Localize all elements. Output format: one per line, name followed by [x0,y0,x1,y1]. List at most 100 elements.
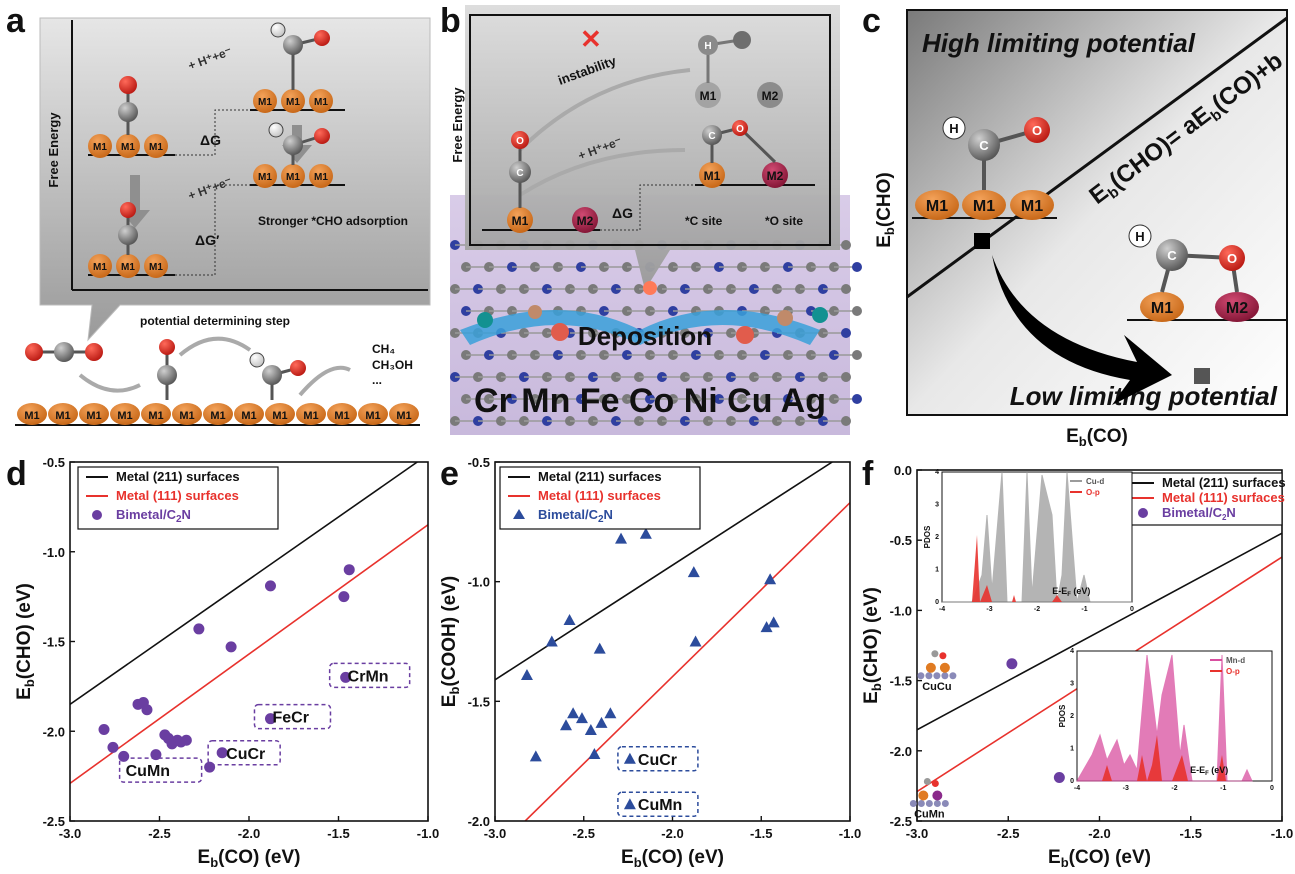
y-tick-label: -0.5 [468,455,490,470]
m1-atom [203,403,233,425]
m1-atom-label: M1 [258,172,272,183]
panel-b-deposition: Deposition [578,321,712,351]
atom-label: O [1227,251,1237,266]
panel-c-molecule-left [912,116,1057,220]
panel-a-note: Stronger *CHO adsorption [258,214,408,228]
lattice-atom [852,350,862,360]
legend-box [77,466,279,530]
lattice-atom [841,240,851,250]
panel-c-ylabel: Eb(CHO) [874,172,897,248]
m1-atom-label: M1 [121,142,135,153]
panel-a-product-1: CH₄ [372,342,395,356]
substrate-atom [925,672,933,680]
lattice-atom [841,328,851,338]
y-tick-label: 0.0 [894,463,912,478]
lattice-atom [841,372,851,382]
m1-atom [327,403,357,425]
panel-b-molecules [507,31,788,233]
series-line-2 [70,524,428,784]
panel-b-dG: ΔG [612,205,633,221]
y-tick-label: -2.5 [890,814,912,829]
panel-b-x-icon: ✕ [580,24,602,54]
inset-x-tick: -1 [1220,785,1226,792]
x-tick-label: -2.5 [997,826,1019,841]
data-point [593,642,606,654]
panel-label-f: f [862,455,874,493]
m1-atom-label: M1 [241,410,256,422]
legend-marker [1138,508,1148,518]
m1-atom-label: M1 [149,262,163,273]
data-point [343,564,355,576]
m1-atom-label: M1 [149,142,163,153]
x-axis-label: Eb(CO) (eV) [1048,847,1151,870]
x-tick-label: -1.0 [1271,826,1293,841]
x-tick-label: -2.0 [661,826,683,841]
data-point [567,707,580,719]
panel-b-metals: Cr Mn Fe Co Ni Cu Ag [474,382,826,420]
y-tick-label: -1.0 [890,603,912,618]
data-point [264,580,276,592]
inset-x-tick: 0 [1270,785,1274,792]
legend-marker [513,509,525,519]
inset-x-tick: 0 [1130,606,1134,613]
inset-x-tick: -2 [1171,785,1177,792]
data-point [225,641,237,653]
legend-label: Bimetal/C2N [1162,505,1236,522]
atom-label: C [979,138,989,153]
x-tick-label: -3.0 [484,826,506,841]
data-point [264,713,276,725]
atom-label: O [736,124,744,135]
data-point [560,719,572,731]
annotation-box [617,791,699,817]
inset-d-band [1076,654,1253,782]
data-point [107,741,119,753]
panel-label-b: b [440,2,461,40]
m1-atom [172,403,202,425]
inset-x-tick: -4 [939,606,945,613]
substrate-atom [941,672,949,680]
data-point [639,527,652,539]
m1-atom-label: M1 [286,172,300,183]
structure-label: CuMn [914,808,945,820]
inset-y-tick: 0 [1070,778,1074,785]
inset-y-tick: 1 [935,567,939,574]
m1-atom-label: M1 [314,172,328,183]
legend-label: Bimetal/C2N [116,507,191,525]
inset-y-tick: 1 [1070,746,1074,753]
chart-d: -3.0 -2.5 -2.0 -1.5 -1.0-0.5-1.0-1.5-2.0-2.5… [14,455,439,870]
m1-atom-label: M1 [148,410,163,422]
data-point [623,752,636,764]
data-point [204,761,216,773]
m1-atom-label: M1 [396,410,411,422]
data-point [141,704,153,716]
substrate-atom [925,799,933,807]
substrate-atom [909,799,917,807]
panel-c-high: High limiting potential [922,28,1196,58]
panel-c-xlabel: Eb(CO) [1066,426,1128,449]
x-tick-label: -2.0 [1088,826,1110,841]
inset-y-tick: 3 [1070,681,1074,688]
x-tick-label: -1.0 [839,826,861,841]
inset-x-label: E-EF (eV) [1052,586,1090,598]
metal-atom-label: M2 [577,214,594,228]
legend-box [499,466,701,530]
data-point [584,724,597,736]
metal-atom-label: M1 [700,89,717,103]
y-tick-label: -2.0 [43,724,65,739]
m1-atom [110,403,140,425]
m1-atom-label: M1 [314,97,328,108]
data-point [340,671,352,683]
metal-atom-label: M1 [512,214,529,228]
inset-x-tick: -3 [1123,785,1129,792]
pdos-inset: -4 -3 -2 -1 0 0 1 2 3 4 PDOS E-EF (eV) Cu-d O-p [923,469,1134,613]
panel-c-diagram: High limiting potential Low limiting pot… [874,9,1288,449]
legend-label: Metal (211) surfaces [538,469,662,484]
annotation-box [617,746,699,772]
metal-atom-label: M1 [1021,198,1043,215]
x-tick-label: -1.5 [750,826,772,841]
data-point [604,707,617,719]
atom-label: O [1032,123,1042,138]
pdos-inset: -4 -3 -2 -1 0 0 1 2 3 4 PDOS E-EF (eV) Mn-d O-p [1058,648,1274,792]
m1-atom [141,403,171,425]
inset-y-tick: 2 [935,534,939,541]
